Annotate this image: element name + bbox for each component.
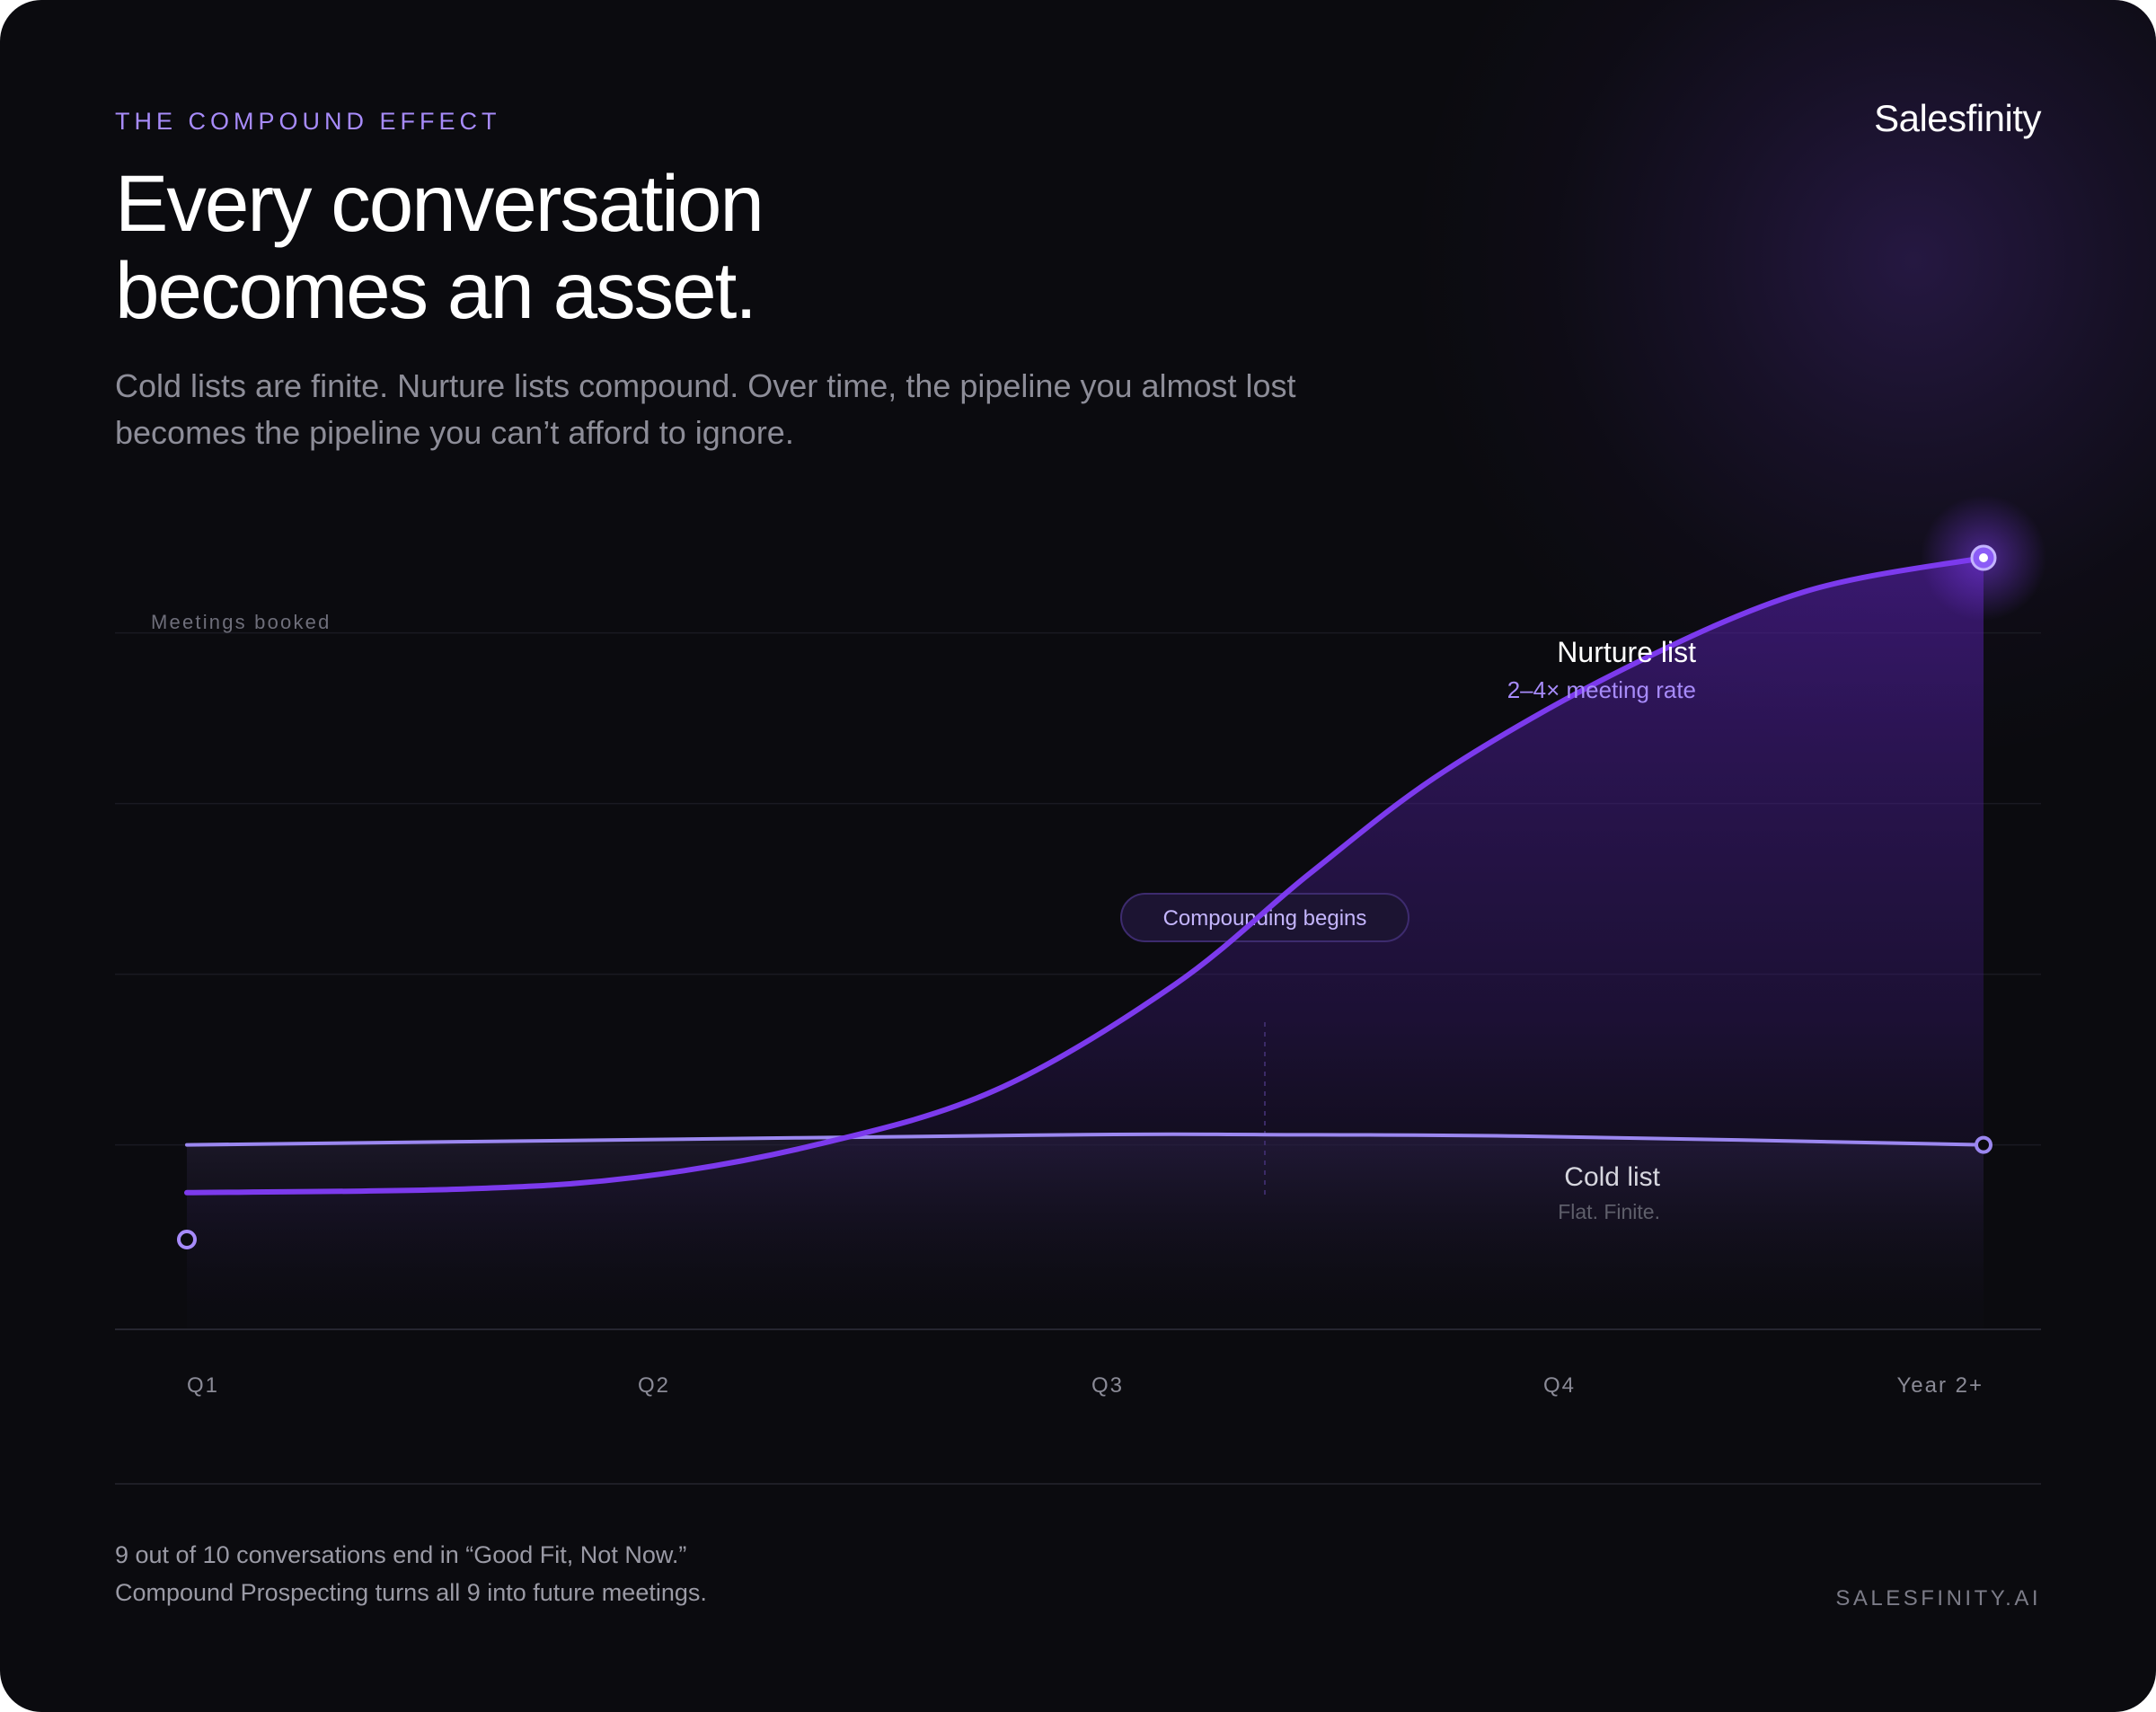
series-lines (177, 495, 2046, 1249)
footnote-line-1: 9 out of 10 conversations end in “Good F… (115, 1541, 687, 1568)
cold-list-label: Cold list (1564, 1162, 1660, 1192)
headline-line-2: becomes an asset. (115, 245, 757, 335)
headline: Every conversation becomes an asset. (115, 158, 764, 335)
nurture-list-sublabel: 2–4× meeting rate (1507, 676, 1696, 703)
area-fills (187, 558, 1984, 1329)
cold-list-sublabel: Flat. Finite. (1558, 1200, 1660, 1223)
annotations: Compounding begins (1120, 893, 1409, 1200)
nurture-end-dot (1979, 553, 1988, 562)
cold-list-line (185, 1132, 1985, 1147)
footnote: 9 out of 10 conversations end in “Good F… (115, 1536, 707, 1611)
x-tick-label: Year 2+ (1896, 1373, 1984, 1398)
subtitle-line-2: becomes the pipeline you can’t afford to… (115, 414, 794, 451)
site-url: SALESFINITY.AI (1835, 1586, 2041, 1611)
y-axis-label: Meetings booked (151, 611, 331, 633)
nurture-list-line (184, 555, 1986, 1196)
cold-end-marker (1975, 1135, 1993, 1154)
eyebrow: THE COMPOUND EFFECT (115, 108, 501, 135)
x-tick-label: Q2 (638, 1373, 670, 1398)
nurture-list-area (187, 558, 1984, 1329)
subtitle-line-1: Cold lists are finite. Nurture lists com… (115, 367, 1296, 404)
footnote-line-2: Compound Prospecting turns all 9 into fu… (115, 1579, 707, 1606)
headline-line-1: Every conversation (115, 158, 764, 248)
subtitle: Cold lists are finite. Nurture lists com… (115, 363, 1373, 456)
x-tick-label: Q3 (1091, 1373, 1124, 1398)
x-tick-label: Q1 (187, 1373, 219, 1398)
x-tick-label: Q4 (1543, 1373, 1576, 1398)
start-marker (177, 1230, 197, 1249)
annotation-pill (1120, 893, 1409, 942)
brand-logo: Salesfinity (1874, 97, 2041, 139)
nurture-list-label: Nurture list (1557, 636, 1696, 668)
chart-labels: Meetings booked Q1 Q2 Q3 Q4 Year 2+ Nurture li… (151, 611, 1984, 1398)
